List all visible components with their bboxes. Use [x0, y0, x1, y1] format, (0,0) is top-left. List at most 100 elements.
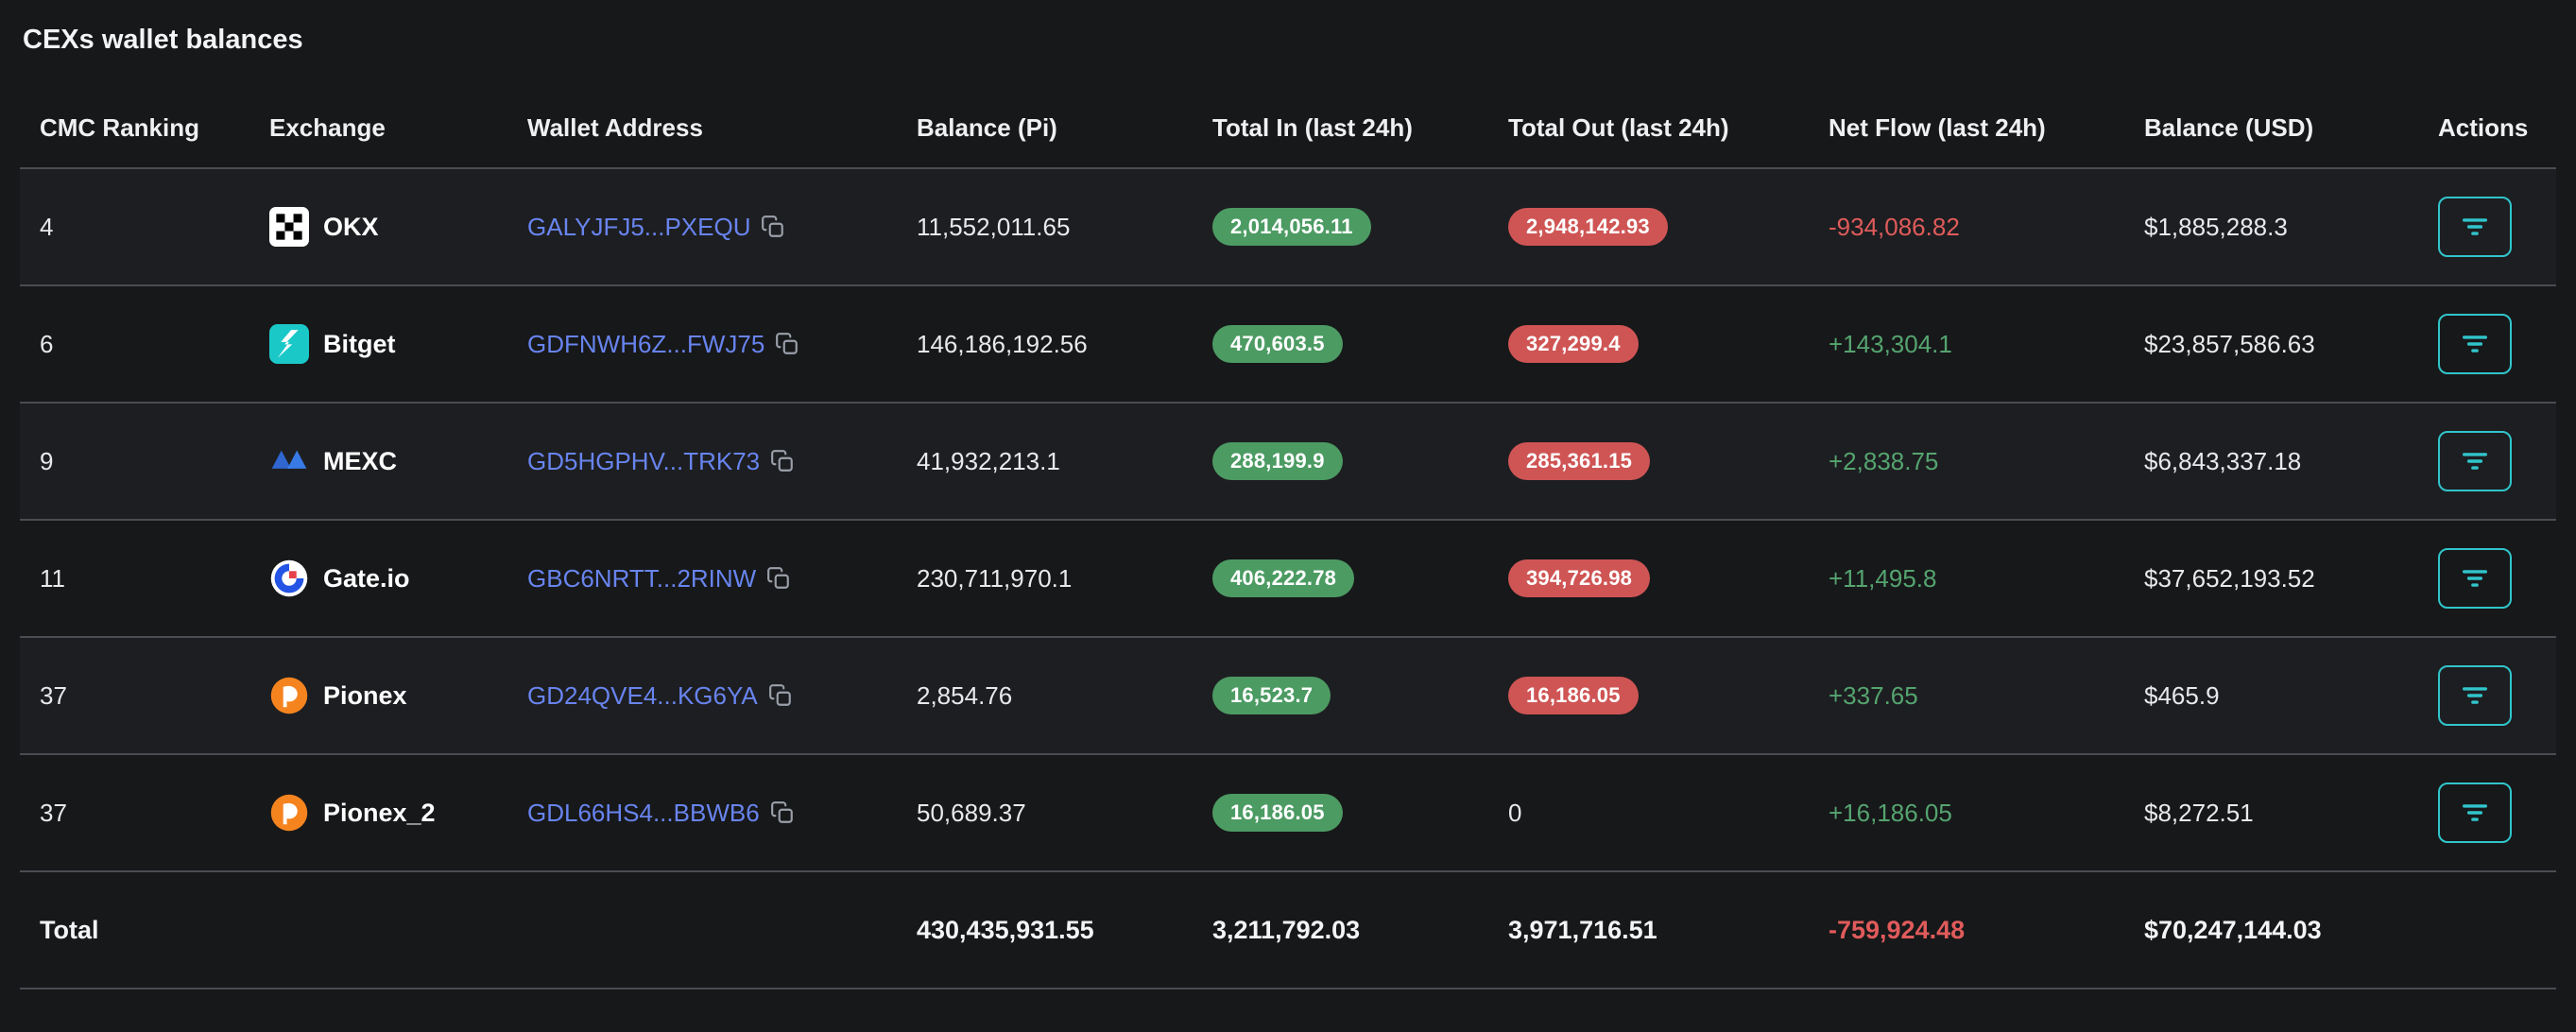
filter-lines-icon	[2462, 453, 2488, 470]
bitget-logo-icon	[269, 324, 309, 364]
exchange-name: Bitget	[323, 329, 396, 358]
filter-lines-icon	[2462, 218, 2488, 235]
total-in-cell: 16,186.05	[1212, 794, 1508, 832]
table-row: 4 OKX GALYJFJ5...PXEQU 11,552,011.65 2,0…	[20, 169, 2556, 286]
actions-cell	[2438, 197, 2556, 257]
actions-cell	[2438, 665, 2556, 726]
exchange-cell: Bitget	[269, 324, 527, 364]
total-out-cell: 16,186.05	[1508, 677, 1829, 714]
total-in-badge: 288,199.9	[1212, 442, 1343, 480]
table-row: 37 Pionex GD24QVE4...KG6YA 2,854.76 16,5…	[20, 638, 2556, 755]
total-out-cell: 2,948,142.93	[1508, 208, 1829, 246]
cmc-ranking-cell: 4	[40, 212, 54, 241]
net-flow-value: -934,086.82	[1829, 212, 1960, 241]
cmc-ranking-cell: 37	[40, 680, 67, 710]
table-row: 11 Gate.io GBC6NRTT...2RINW 230,711,970.…	[20, 521, 2556, 638]
row-actions-button[interactable]	[2438, 548, 2512, 609]
column-header-balance-pi: Balance (Pi)	[917, 113, 1057, 142]
total-out-badge: 394,726.98	[1508, 559, 1651, 597]
copy-icon[interactable]	[768, 683, 793, 708]
mexc-logo-icon	[269, 441, 309, 481]
net-flow-cell: +337.65	[1829, 681, 2144, 711]
balance-usd-cell: $1,885,288.3	[2144, 212, 2288, 241]
pionex-logo-icon	[269, 676, 309, 715]
wallet-address-cell: GDL66HS4...BBWB6	[527, 799, 917, 828]
total-in-badge: 470,603.5	[1212, 325, 1343, 363]
wallet-address-link[interactable]: GALYJFJ5...PXEQU	[527, 212, 751, 241]
total-out-value: 3,971,716.51	[1508, 915, 1657, 944]
balance-usd-cell: $465.9	[2144, 680, 2220, 710]
exchange-name: Pionex	[323, 680, 407, 710]
exchange-cell: Gate.io	[269, 559, 527, 598]
total-out-value: 0	[1508, 798, 1522, 827]
total-out-cell: 394,726.98	[1508, 559, 1829, 597]
exchange-name: Pionex_2	[323, 798, 436, 827]
pionex-logo-icon	[269, 793, 309, 833]
cmc-ranking-cell: 37	[40, 798, 67, 827]
row-actions-button[interactable]	[2438, 431, 2512, 491]
net-flow-cell: +11,495.8	[1829, 564, 2144, 593]
wallet-address-link[interactable]: GD5HGPHV...TRK73	[527, 446, 761, 475]
column-header-wallet-address: Wallet Address	[527, 113, 703, 142]
cmc-ranking-cell: 9	[40, 446, 54, 475]
wallet-address-link[interactable]: GBC6NRTT...2RINW	[527, 563, 757, 593]
exchange-name: MEXC	[323, 446, 398, 475]
total-in-badge: 406,222.78	[1212, 559, 1355, 597]
row-actions-button[interactable]	[2438, 783, 2512, 843]
net-flow-value: +2,838.75	[1829, 446, 1939, 475]
net-flow-cell: -934,086.82	[1829, 213, 2144, 242]
page: CEXs wallet balances CMC Ranking Exchang…	[20, 25, 2556, 989]
wallet-address-cell: GBC6NRTT...2RINW	[527, 564, 917, 593]
total-out-cell: 327,299.4	[1508, 325, 1829, 363]
wallet-address-link[interactable]: GDFNWH6Z...FWJ75	[527, 329, 765, 358]
copy-icon[interactable]	[770, 449, 795, 473]
exchange-cell: Pionex	[269, 676, 527, 715]
wallet-address-cell: GDFNWH6Z...FWJ75	[527, 330, 917, 359]
table-row: 9 MEXC GD5HGPHV...TRK73 41,932,213.1 288…	[20, 404, 2556, 521]
net-flow-cell: +143,304.1	[1829, 330, 2144, 359]
balance-usd-cell: $37,652,193.52	[2144, 563, 2315, 593]
cmc-ranking-cell: 11	[40, 563, 65, 593]
balance-pi-cell: 230,711,970.1	[917, 563, 1073, 593]
filter-lines-icon	[2462, 687, 2488, 704]
row-actions-button[interactable]	[2438, 665, 2512, 726]
total-in-badge: 16,186.05	[1212, 794, 1343, 832]
wallet-address-link[interactable]: GDL66HS4...BBWB6	[527, 798, 760, 827]
exchange-cell: MEXC	[269, 441, 527, 481]
balance-usd-cell: $8,272.51	[2144, 798, 2254, 827]
total-out-badge: 285,361.15	[1508, 442, 1651, 480]
total-out-cell: 285,361.15	[1508, 442, 1829, 480]
copy-icon[interactable]	[775, 332, 799, 356]
wallet-address-cell: GD24QVE4...KG6YA	[527, 681, 917, 711]
table-body: 4 OKX GALYJFJ5...PXEQU 11,552,011.65 2,0…	[20, 169, 2556, 872]
total-in-cell: 288,199.9	[1212, 442, 1508, 480]
page-title: CEXs wallet balances	[23, 25, 303, 55]
wallet-address-link[interactable]: GD24QVE4...KG6YA	[527, 680, 758, 710]
balance-usd-cell: $23,857,586.63	[2144, 329, 2315, 358]
total-label: Total	[40, 915, 99, 944]
column-header-net-flow: Net Flow (last 24h)	[1829, 113, 2046, 142]
row-actions-button[interactable]	[2438, 314, 2512, 374]
exchange-name: Gate.io	[323, 563, 410, 593]
balance-pi-cell: 50,689.37	[917, 798, 1026, 827]
net-flow-cell: +16,186.05	[1829, 799, 2144, 828]
total-in-value: 3,211,792.03	[1212, 915, 1361, 944]
wallet-address-cell: GALYJFJ5...PXEQU	[527, 213, 917, 242]
column-header-actions: Actions	[2438, 113, 2529, 142]
column-header-total-in: Total In (last 24h)	[1212, 113, 1413, 142]
total-in-badge: 16,523.7	[1212, 677, 1331, 714]
total-in-cell: 406,222.78	[1212, 559, 1508, 597]
exchange-cell: OKX	[269, 207, 527, 247]
net-flow-value: +11,495.8	[1829, 563, 1937, 593]
total-row: Total 430,435,931.55 3,211,792.03 3,971,…	[20, 872, 2556, 989]
total-out-badge: 16,186.05	[1508, 677, 1639, 714]
exchange-cell: Pionex_2	[269, 793, 527, 833]
column-header-total-out: Total Out (last 24h)	[1508, 113, 1729, 142]
copy-icon[interactable]	[766, 566, 791, 591]
actions-cell	[2438, 783, 2556, 843]
copy-icon[interactable]	[761, 215, 785, 239]
copy-icon[interactable]	[770, 800, 795, 825]
row-actions-button[interactable]	[2438, 197, 2512, 257]
total-net-flow-value: -759,924.48	[1829, 915, 1966, 944]
balance-pi-cell: 11,552,011.65	[917, 212, 1071, 241]
